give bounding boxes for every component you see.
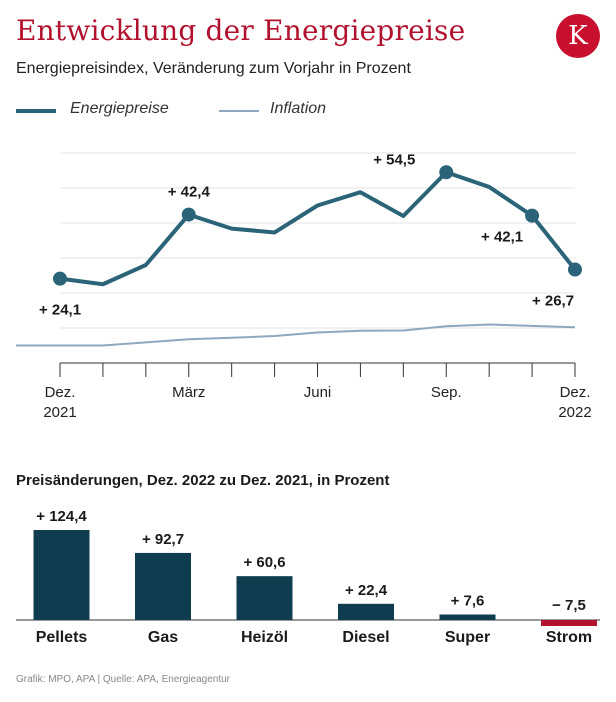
series-line-inflation bbox=[16, 323, 576, 347]
data-label: + 54,5 bbox=[373, 151, 415, 168]
x-tick-label: März bbox=[172, 384, 205, 401]
x-tick-label: Juni bbox=[304, 384, 332, 401]
bar-value-label: + 92,7 bbox=[142, 531, 184, 548]
legend-swatch-inflation bbox=[219, 110, 259, 112]
x-tick-label-line1: Juni bbox=[304, 384, 332, 401]
legend-label-energiepreise: Energiepreise bbox=[70, 100, 169, 117]
legend-label-inflation: Inflation bbox=[270, 100, 327, 117]
data-point-energiepreise bbox=[525, 208, 540, 223]
bar-strom bbox=[541, 620, 597, 626]
source-note: Grafik: MPO, APA | Quelle: APA, Energiea… bbox=[16, 674, 230, 685]
chart-title: Entwicklung der Energiepreise bbox=[16, 14, 466, 47]
bar-super bbox=[439, 614, 496, 620]
data-label: + 26,7 bbox=[532, 293, 574, 310]
x-tick-label-line1: Dez. bbox=[560, 384, 591, 401]
x-tick-label-line1: Dez. bbox=[45, 384, 76, 401]
bar-category-label: Gas bbox=[148, 629, 178, 646]
bar-category-label: Pellets bbox=[36, 629, 88, 646]
data-point-energiepreise bbox=[181, 207, 196, 222]
bar-category-label: Super bbox=[445, 629, 490, 646]
kleine-zeitung-logo: K bbox=[556, 14, 600, 58]
bar-value-label: + 7,6 bbox=[451, 593, 485, 610]
data-label: + 24,1 bbox=[39, 302, 81, 319]
x-tick-label: Sep. bbox=[431, 384, 462, 401]
bar-pellets bbox=[33, 530, 90, 620]
x-tick-label: Dez. 2022 bbox=[558, 384, 591, 421]
bar-chart-title: Preisänderungen, Dez. 2022 zu Dez. 2021,… bbox=[16, 472, 390, 489]
bar-value-label: − 7,5 bbox=[552, 597, 586, 614]
bar-value-label: + 124,4 bbox=[36, 508, 87, 525]
data-point-energiepreise bbox=[568, 262, 582, 277]
bar-gas bbox=[135, 552, 191, 620]
x-tick-label-line2: 2021 bbox=[43, 404, 76, 421]
data-point-energiepreise bbox=[53, 271, 67, 286]
x-tick-label-line1: März bbox=[172, 384, 205, 401]
legend-swatch-energiepreise bbox=[16, 109, 56, 113]
bar-value-label: + 60,6 bbox=[243, 554, 285, 571]
bar-category-label: Diesel bbox=[342, 629, 389, 646]
bar-heizöl bbox=[236, 576, 293, 620]
x-tick-label-line2: 2022 bbox=[558, 404, 591, 421]
data-point-energiepreise bbox=[439, 165, 454, 180]
series-line-energiepreise bbox=[58, 170, 577, 287]
bar-value-label: + 22,4 bbox=[345, 582, 388, 599]
bar-category-label: Strom bbox=[546, 629, 592, 646]
x-tick-label: Dez. 2021 bbox=[43, 384, 76, 421]
x-tick-label-line1: Sep. bbox=[431, 384, 462, 401]
line-chart: Dez. 2021 März Juni Sep. Dez. 2022 + 24,1 + 42,4… bbox=[16, 151, 592, 421]
data-label: + 42,1 bbox=[481, 229, 523, 246]
bar-category-label: Heizöl bbox=[241, 629, 288, 646]
data-label: + 42,4 bbox=[168, 184, 211, 201]
chart-subtitle: Energiepreisindex, Veränderung zum Vorja… bbox=[16, 60, 411, 77]
bar-diesel bbox=[338, 603, 394, 620]
